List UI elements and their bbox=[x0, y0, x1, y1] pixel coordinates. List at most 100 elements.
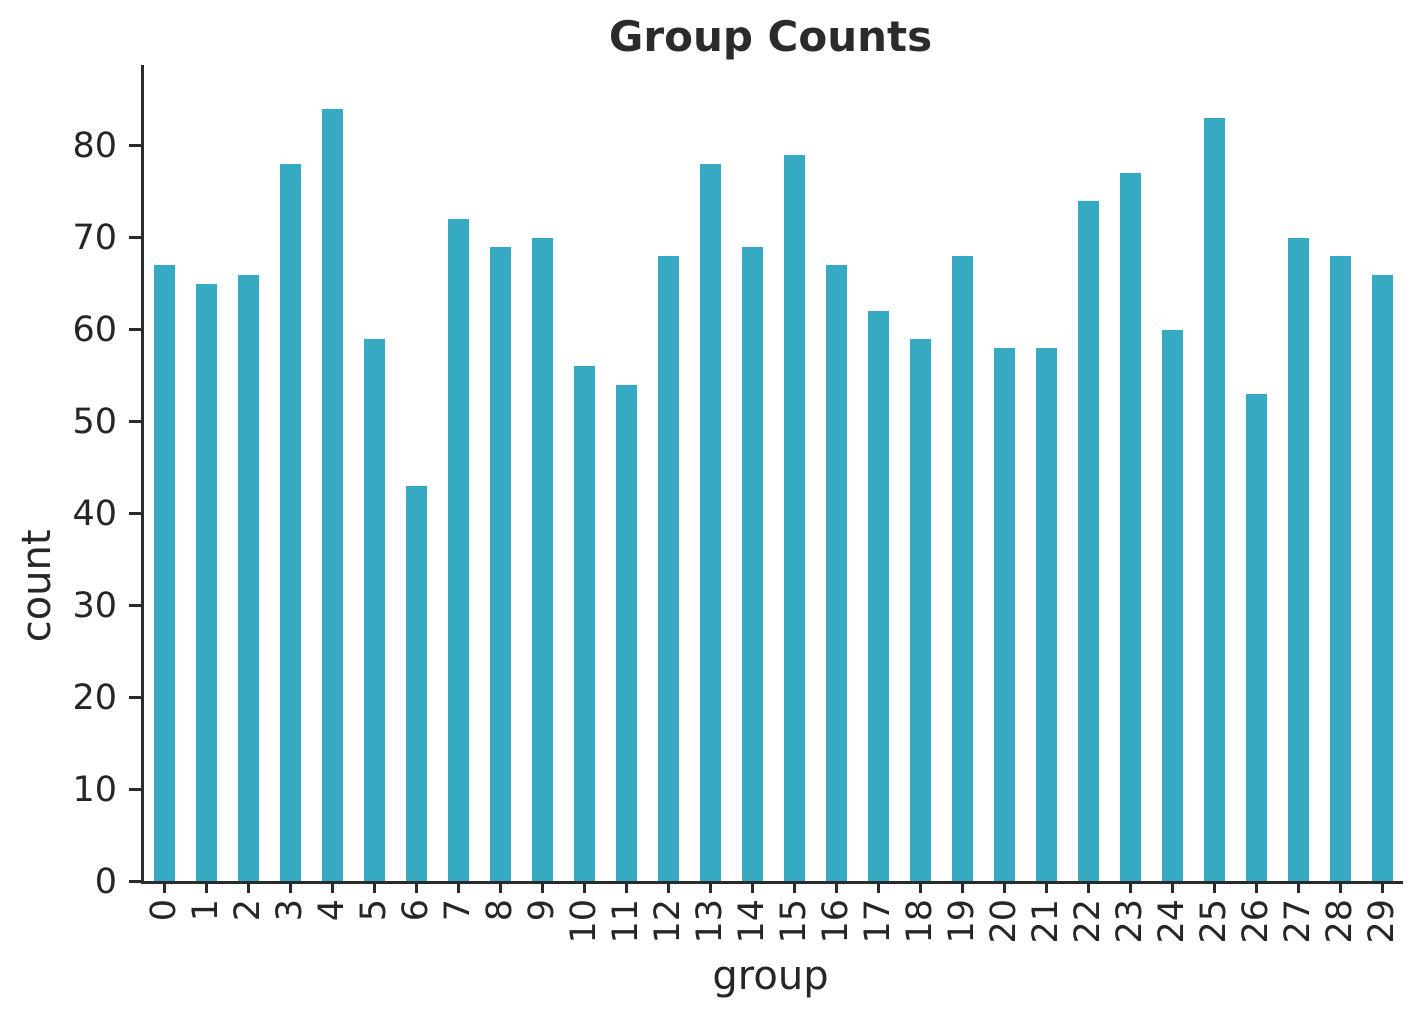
bar-slot bbox=[857, 65, 899, 881]
bar-group-8 bbox=[490, 246, 512, 881]
bar-slot bbox=[1193, 65, 1235, 881]
x-tick-label: 25 bbox=[1193, 899, 1234, 944]
x-tick-label: 19 bbox=[941, 899, 982, 944]
bar-slot bbox=[144, 65, 186, 881]
x-tick: 20 bbox=[983, 881, 1025, 944]
x-tick-mark bbox=[667, 881, 671, 893]
bar-group-16 bbox=[825, 265, 847, 881]
x-tick-mark bbox=[960, 881, 964, 893]
bar-slot bbox=[941, 65, 983, 881]
bar-group-18 bbox=[909, 338, 931, 881]
x-tick: 17 bbox=[857, 881, 899, 944]
x-tick: 18 bbox=[899, 881, 941, 944]
bar-slot bbox=[690, 65, 732, 881]
bar-slot bbox=[1235, 65, 1277, 881]
x-tick-label: 21 bbox=[1025, 899, 1066, 944]
y-axis-label: count bbox=[14, 529, 60, 643]
bar-group-21 bbox=[1035, 348, 1057, 881]
bar-group-2 bbox=[238, 274, 260, 881]
x-tick-label: 23 bbox=[1109, 899, 1150, 944]
y-tick-label: 40 bbox=[72, 493, 117, 534]
x-tick-mark bbox=[1128, 881, 1132, 893]
x-tick-label: 15 bbox=[774, 899, 815, 944]
y-tick-mark bbox=[129, 695, 141, 699]
y-tick-label: 20 bbox=[72, 677, 117, 718]
x-tick-mark bbox=[1002, 881, 1006, 893]
bar-slot bbox=[648, 65, 690, 881]
bar-slot bbox=[1025, 65, 1067, 881]
x-tick-mark bbox=[876, 881, 880, 893]
x-tick: 28 bbox=[1319, 881, 1361, 944]
x-tick-mark bbox=[709, 881, 713, 893]
x-tick-label: 12 bbox=[648, 899, 689, 944]
x-tick-label: 28 bbox=[1319, 899, 1360, 944]
bar-group-24 bbox=[1161, 329, 1183, 881]
x-tick: 25 bbox=[1193, 881, 1235, 944]
x-tick-mark bbox=[793, 881, 797, 893]
y-tick-label: 0 bbox=[94, 861, 117, 902]
x-tick-mark bbox=[1380, 881, 1384, 893]
x-tick-label: 8 bbox=[480, 899, 521, 922]
x-tick-label: 24 bbox=[1151, 899, 1192, 944]
x-tick: 22 bbox=[1067, 881, 1109, 944]
bar-slot bbox=[732, 65, 774, 881]
bar-group-4 bbox=[322, 109, 344, 881]
x-tick-mark bbox=[583, 881, 587, 893]
bar-group-6 bbox=[406, 485, 428, 881]
x-tick: 11 bbox=[606, 881, 648, 944]
x-tick: 26 bbox=[1235, 881, 1277, 944]
x-tick: 14 bbox=[732, 881, 774, 944]
x-axis-ticks: 0 1 2 3 4 5 6 7 8 9 10 11 12 13 14 15 16 17 18 19 20 21 22 23 24… bbox=[144, 881, 1403, 944]
bar-slot bbox=[522, 65, 564, 881]
x-tick-mark bbox=[457, 881, 461, 893]
x-tick-mark bbox=[1044, 881, 1048, 893]
y-tick-mark bbox=[129, 420, 141, 424]
bar-group-3 bbox=[280, 164, 302, 881]
x-tick-mark bbox=[918, 881, 922, 893]
x-tick-label: 4 bbox=[312, 899, 353, 922]
x-tick: 2 bbox=[228, 881, 270, 944]
bar-group-19 bbox=[951, 256, 973, 881]
bar-slot bbox=[774, 65, 816, 881]
x-tick-label: 1 bbox=[186, 899, 227, 922]
x-tick: 12 bbox=[648, 881, 690, 944]
bar-group-0 bbox=[154, 265, 176, 881]
x-tick: 15 bbox=[774, 881, 816, 944]
y-tick-mark bbox=[129, 144, 141, 148]
bar-group-27 bbox=[1287, 237, 1309, 881]
bar-group-7 bbox=[448, 219, 470, 881]
y-tick-label: 70 bbox=[72, 218, 117, 259]
bar-group-14 bbox=[742, 246, 764, 881]
x-tick: 21 bbox=[1025, 881, 1067, 944]
bar-slot bbox=[312, 65, 354, 881]
x-tick-label: 13 bbox=[690, 899, 731, 944]
x-tick: 3 bbox=[270, 881, 312, 944]
x-tick: 9 bbox=[522, 881, 564, 944]
x-tick: 0 bbox=[144, 881, 186, 944]
x-tick-mark bbox=[331, 881, 335, 893]
plot-area: 0 10 20 30 40 50 60 70 80 0 1 2 3 4 5 6 7 8 9 10 11 12 13 14 15… bbox=[72, 65, 1403, 944]
x-tick-mark bbox=[163, 881, 167, 893]
bars-container bbox=[144, 65, 1403, 881]
x-tick-label: 27 bbox=[1277, 899, 1318, 944]
x-tick-label: 7 bbox=[438, 899, 479, 922]
x-tick: 23 bbox=[1109, 881, 1151, 944]
y-tick-label: 30 bbox=[72, 585, 117, 626]
y-tick-label: 80 bbox=[72, 126, 117, 167]
bar-group-29 bbox=[1371, 274, 1393, 881]
bar-slot bbox=[270, 65, 312, 881]
x-tick: 6 bbox=[396, 881, 438, 944]
x-tick-mark bbox=[373, 881, 377, 893]
x-tick: 4 bbox=[312, 881, 354, 944]
bar-group-1 bbox=[196, 283, 218, 881]
x-axis-label: group bbox=[712, 953, 829, 999]
y-tick-mark bbox=[129, 236, 141, 240]
x-tick-label: 17 bbox=[857, 899, 898, 944]
x-tick: 24 bbox=[1151, 881, 1193, 944]
x-tick: 13 bbox=[690, 881, 732, 944]
x-tick-label: 22 bbox=[1067, 899, 1108, 944]
x-tick-mark bbox=[289, 881, 293, 893]
bar-group-10 bbox=[574, 366, 596, 881]
bar-slot bbox=[899, 65, 941, 881]
